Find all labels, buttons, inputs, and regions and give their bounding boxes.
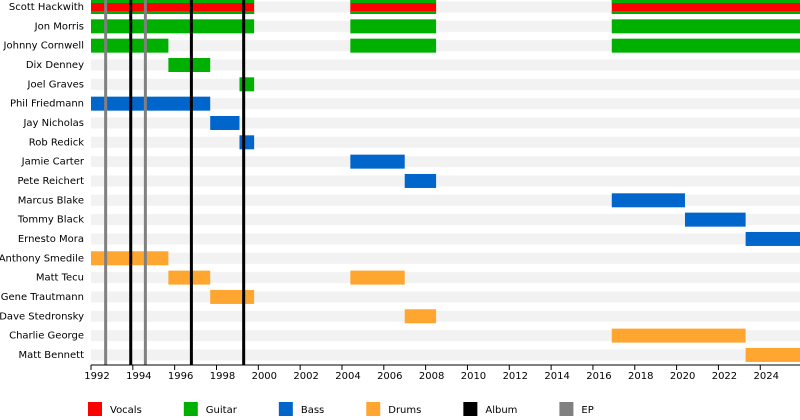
member-bar-secondary <box>611 0 800 3</box>
legend-label: EP <box>581 405 593 416</box>
member-label: Matt Tecu <box>36 273 84 284</box>
x-tick-label: 1994 <box>126 371 151 382</box>
member-label: Scott Hackwith <box>9 2 84 13</box>
member-bar <box>168 57 211 72</box>
member-bar-secondary <box>350 0 437 3</box>
member-bar <box>611 328 746 343</box>
member-bar <box>91 19 255 34</box>
x-tick-label: 2010 <box>461 371 486 382</box>
member-bar-secondary <box>611 11 800 14</box>
legend-swatch <box>88 402 102 416</box>
row-band <box>91 233 800 245</box>
legend-swatch <box>183 402 198 416</box>
member-bar <box>350 270 405 285</box>
member-bar <box>350 38 437 53</box>
member-bar-secondary <box>91 0 255 3</box>
member-bar <box>350 0 437 14</box>
row-band <box>91 194 800 206</box>
member-label: Dave Stedronsky <box>0 311 84 322</box>
row-band <box>91 40 800 52</box>
legend-label: Guitar <box>206 405 238 416</box>
x-tick-label: 2022 <box>712 371 737 382</box>
x-tick-label: 1992 <box>84 371 109 382</box>
member-label: Phil Friedmann <box>10 99 84 110</box>
member-bar <box>611 38 800 53</box>
member-bar <box>684 212 746 227</box>
member-bar <box>239 135 255 150</box>
member-label: Jon Morris <box>34 21 84 32</box>
member-bar <box>611 19 800 34</box>
x-tick-label: 1996 <box>168 371 193 382</box>
member-bar <box>210 115 240 130</box>
member-label: Marcus Blake <box>18 195 84 206</box>
member-label: Tommy Black <box>17 215 84 226</box>
member-label: Johnny Cornwell <box>3 41 84 52</box>
member-label: Jay Nicholas <box>22 118 84 129</box>
x-tick-label: 2020 <box>670 371 695 382</box>
row-band <box>91 59 800 71</box>
legend-label: Bass <box>301 405 324 416</box>
member-label: Pete Reichert <box>17 176 84 187</box>
x-tick-label: 2018 <box>628 371 653 382</box>
x-tick-label: 2014 <box>544 371 569 382</box>
row-band <box>91 214 800 226</box>
x-tick-label: 2006 <box>377 371 402 382</box>
row-band <box>91 310 800 322</box>
member-bar <box>91 96 211 111</box>
member-bar-secondary <box>350 11 437 14</box>
row-band <box>91 20 800 32</box>
x-tick-label: 2008 <box>419 371 444 382</box>
member-label: Dix Denney <box>26 60 84 71</box>
row-band <box>91 349 800 361</box>
member-label: Jamie Carter <box>21 157 85 168</box>
x-tick-label: 2000 <box>252 371 277 382</box>
x-tick-label: 2012 <box>503 371 528 382</box>
row-band <box>91 272 800 284</box>
x-tick-label: 1998 <box>210 371 235 382</box>
legend-label: Album <box>485 405 517 416</box>
member-bar-secondary <box>91 11 255 14</box>
x-tick-label: 2016 <box>586 371 611 382</box>
row-band <box>91 291 800 303</box>
member-bar <box>350 154 405 169</box>
member-label: Ernesto Mora <box>18 234 84 245</box>
member-bar <box>350 19 437 34</box>
member-bar <box>745 347 800 362</box>
member-bar <box>745 231 800 246</box>
member-bar <box>611 193 685 208</box>
member-label: Matt Bennett <box>19 350 85 361</box>
row-band <box>91 136 800 148</box>
legend-label: Drums <box>388 405 421 416</box>
member-bar <box>239 77 255 92</box>
legend-swatch <box>278 402 293 416</box>
member-label: Joel Graves <box>27 79 84 90</box>
legend-swatch <box>366 402 381 416</box>
legend-swatch <box>559 402 574 416</box>
row-band <box>91 175 800 187</box>
row-band <box>91 330 800 342</box>
x-tick-label: 2024 <box>754 371 779 382</box>
x-tick-label: 2004 <box>335 371 360 382</box>
member-bar <box>210 289 255 304</box>
member-label: Charlie George <box>9 331 84 342</box>
member-label: Gene Trautmann <box>1 292 84 303</box>
legend-swatch <box>463 402 478 416</box>
member-bar <box>168 270 211 285</box>
row-band <box>91 98 800 110</box>
member-bar <box>404 309 437 324</box>
member-bar <box>404 173 437 188</box>
row-band <box>91 156 800 168</box>
row-band <box>91 117 800 129</box>
legend-label: Vocals <box>110 405 142 416</box>
row-band <box>91 78 800 90</box>
member-bar <box>611 0 800 14</box>
x-tick-label: 2002 <box>293 371 318 382</box>
member-label: Anthony Smedile <box>0 253 84 264</box>
row-band <box>91 252 800 264</box>
member-label: Rob Redick <box>29 137 84 148</box>
row-band <box>91 1 800 13</box>
